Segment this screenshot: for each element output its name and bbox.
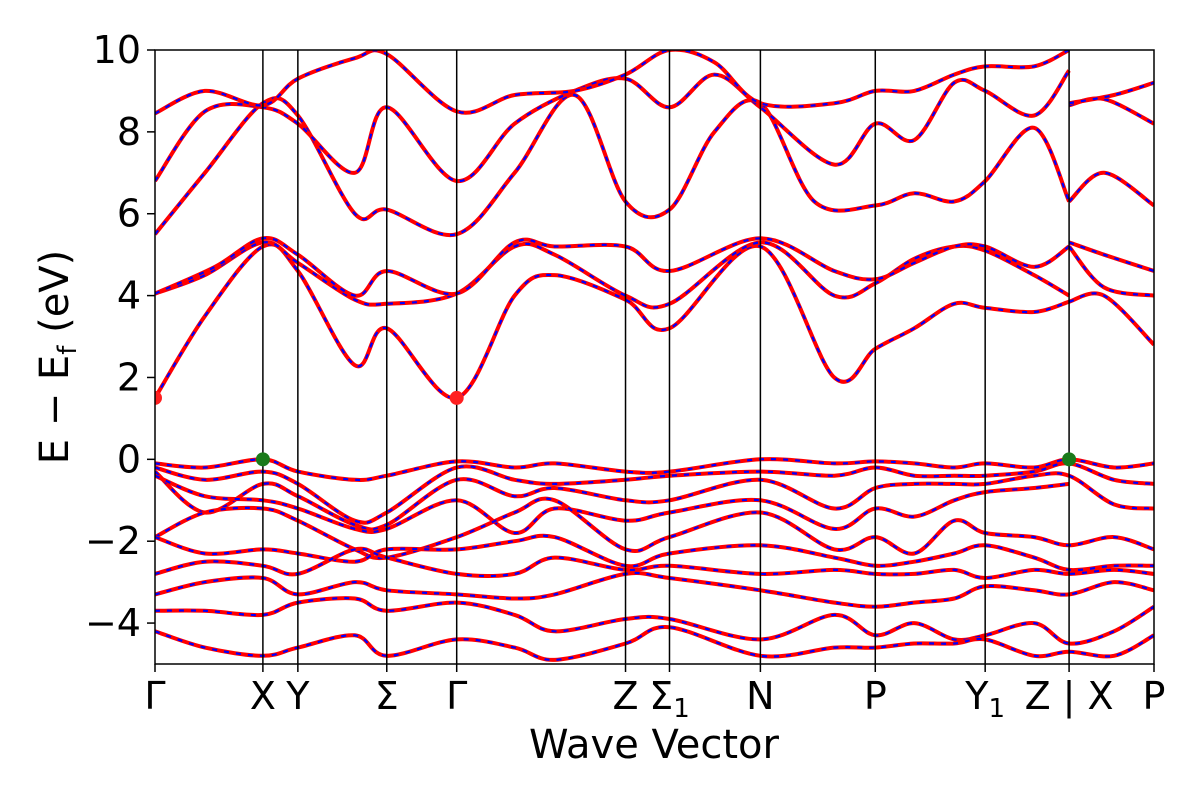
y-tick-label-0: −4 [85,601,141,645]
x-tick-label-2: Y [285,674,310,718]
kpoint-lines [262,50,1070,664]
x-tick-label-9: Y1 [964,674,1005,724]
x-tick-label-10: Z | X [1025,674,1114,719]
band-overlay-7 [155,69,1071,183]
y-ticks: −4 −2 0 2 4 6 8 10 [85,28,155,645]
band-overlay-20 [155,597,1154,645]
band-line-11 [1067,170,1154,208]
plot-frame [154,49,1155,665]
band-overlay-4 [1068,245,1154,297]
x-tick-label-3: Σ [375,674,399,718]
band-line-10 [1068,80,1154,106]
x-tick-label-0: Γ [144,674,165,718]
y-axis-label-sub: f [53,345,83,355]
x-axis-label: Wave Vector [529,722,780,768]
x-tick-label-7: N [746,674,774,718]
extremum-marker-0 [155,390,162,405]
x-tick-label-5: Z [613,674,639,718]
extremum-marker-1 [449,390,464,405]
y-axis-label-unit: (eV) [32,250,78,346]
extremum-marker-3 [1062,452,1077,467]
band-overlay-14 [155,470,1154,531]
x-tick-label-6: Σ1 [649,674,690,724]
y-tick-label-2: 0 [117,437,141,481]
y-tick-label-6: 8 [117,110,141,154]
x-tick-label-1: X [250,674,276,718]
x-tick-label-8: P [864,674,887,718]
y-tick-label-5: 6 [117,192,141,236]
band-overlay-19 [155,571,1154,608]
band-overlay-8 [155,50,1070,115]
y-tick-label-4: 4 [117,274,141,318]
y-axis-label: E − Ef (eV) [32,250,83,465]
band-overlay-5 [1068,292,1154,346]
y-axis-label-main: E − E [32,355,78,465]
band-overlay-12 [155,457,1154,482]
band-overlay-3 [1068,241,1154,273]
markers-layer [155,390,1077,467]
y-tick-label-7: 10 [93,28,141,72]
x-ticks: Γ X Y Σ Γ Z Σ1 N P Y1 Z | X P [144,664,1165,724]
y-tick-label-1: −2 [85,519,141,563]
x-tick-label-4: Γ [446,674,467,718]
extremum-marker-2 [255,452,270,467]
x-tick-label-11: P [1143,674,1166,718]
y-tick-label-3: 2 [117,355,141,399]
band-overlay-21 [155,625,1154,662]
